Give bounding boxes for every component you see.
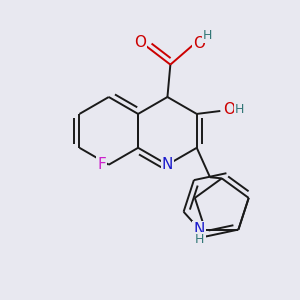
- Text: N: N: [194, 222, 205, 237]
- Text: H: H: [235, 103, 244, 116]
- Text: O: O: [134, 35, 146, 50]
- Text: O: O: [193, 37, 205, 52]
- Text: H: H: [203, 29, 212, 42]
- Text: O: O: [223, 102, 235, 117]
- Text: H: H: [195, 232, 204, 245]
- Text: F: F: [97, 157, 106, 172]
- Text: N: N: [162, 157, 173, 172]
